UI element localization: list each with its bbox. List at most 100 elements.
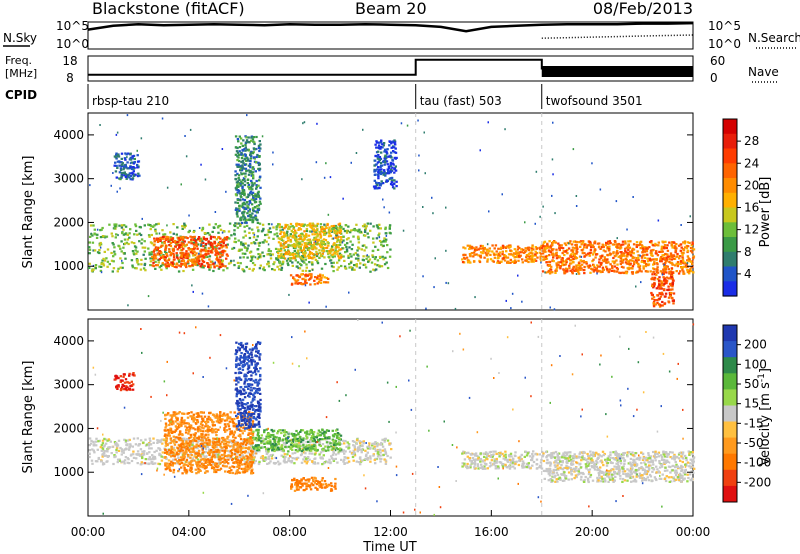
scatter-cell [566, 257, 569, 261]
scatter-cell [314, 236, 318, 239]
scatter-cell [103, 454, 106, 457]
scatter-cell [248, 267, 251, 270]
scatter-cell [635, 260, 639, 263]
scatter-cell [195, 241, 198, 244]
scatter-cell [688, 260, 691, 263]
scatter-cell [220, 246, 223, 249]
scatter-cell [359, 262, 362, 265]
scatter-cell [153, 224, 156, 227]
scatter-cell [322, 242, 325, 245]
scatter-cell [342, 235, 345, 238]
scatter-cell [250, 256, 254, 259]
scatter-cell [682, 270, 685, 273]
scatter-cell [302, 458, 305, 461]
scatter-cell [251, 212, 254, 215]
scatter-cell [652, 248, 655, 252]
scatter-cell [224, 425, 227, 428]
scatter-cell [669, 270, 673, 273]
scatter-cell [329, 176, 332, 179]
scatter-cell [323, 242, 327, 246]
scatter-cell [140, 461, 143, 464]
scatter-cell [543, 245, 546, 248]
scatter-cell [253, 196, 256, 199]
scatter-cell [180, 259, 183, 263]
scatter-cell [338, 231, 342, 235]
scatter-cell [599, 188, 602, 191]
scatter-cell [240, 171, 242, 174]
scatter-cell [241, 186, 244, 189]
scatter-cell [98, 244, 101, 247]
scatter-cell [317, 274, 320, 277]
scatter-cell [336, 253, 339, 256]
scatter-cell [465, 256, 469, 259]
scatter-cell [585, 262, 588, 265]
scatter-cell [245, 441, 249, 444]
y-tick-label: 1000 [53, 259, 84, 273]
scatter-cell [315, 277, 319, 281]
scatter-cell [311, 256, 314, 259]
scatter-cell [516, 256, 519, 259]
scatter-cell [314, 276, 317, 279]
scatter-cell [348, 266, 351, 269]
scatter-cell [300, 259, 304, 262]
scatter-cell [314, 258, 318, 261]
scatter-cell [680, 246, 683, 249]
scatter-cell [392, 163, 395, 166]
scatter-cell [247, 206, 250, 209]
scatter-cell [322, 230, 325, 233]
scatter-cell [530, 249, 534, 252]
scatter-cell [594, 248, 597, 251]
scatter-cell [253, 263, 257, 267]
scatter-cell [239, 184, 242, 187]
scatter-cell [361, 225, 365, 228]
scatter-cell [179, 265, 182, 268]
scatter-cell [614, 254, 617, 258]
scatter-cell [124, 233, 127, 236]
scatter-cell [218, 455, 221, 458]
scatter-cell [147, 223, 150, 226]
scatter-cell [170, 423, 174, 426]
scatter-cell [555, 248, 558, 251]
scatter-cell [124, 173, 128, 176]
scatter-cell [664, 295, 667, 298]
scatter-cell [642, 254, 645, 257]
scatter-cell [588, 240, 592, 244]
scatter-cell [352, 228, 355, 231]
scatter-cell [360, 451, 363, 454]
scatter-cell [662, 256, 666, 260]
scatter-cell [123, 438, 126, 441]
scatter-cell [686, 241, 689, 244]
scatter-cell [200, 262, 203, 265]
scatter-cell [358, 445, 361, 448]
scatter-cell [531, 259, 534, 262]
scatter-cell [158, 258, 161, 261]
scatter-cell [317, 281, 321, 284]
scatter-cell [208, 258, 211, 261]
scatter-cell [366, 222, 369, 225]
scatter-cell [640, 281, 642, 284]
scatter-cell [541, 249, 544, 252]
scatter-cell [445, 281, 447, 284]
scatter-cell [247, 203, 250, 206]
scatter-cell [164, 433, 167, 436]
scatter-cell [521, 261, 524, 264]
scatter-cell [587, 252, 590, 255]
scatter-cell [301, 223, 304, 226]
scatter-cell [326, 252, 330, 255]
scatter-cell [631, 249, 634, 252]
scatter-cell [327, 441, 330, 444]
scatter-cell [626, 228, 628, 231]
scatter-cell [219, 244, 223, 247]
scatter-cell [190, 249, 194, 252]
scatter-cell [351, 268, 354, 271]
scatter-cell [181, 249, 184, 252]
scatter-cell [302, 451, 306, 454]
scatter-cell [132, 437, 136, 440]
scatter-cell [217, 261, 220, 264]
scatter-cell [512, 254, 515, 257]
scatter-cell [303, 282, 306, 285]
scatter-cell [112, 243, 115, 246]
scatter-cell [253, 142, 256, 146]
scatter-cell [171, 464, 174, 467]
scatter-cell [238, 207, 241, 210]
